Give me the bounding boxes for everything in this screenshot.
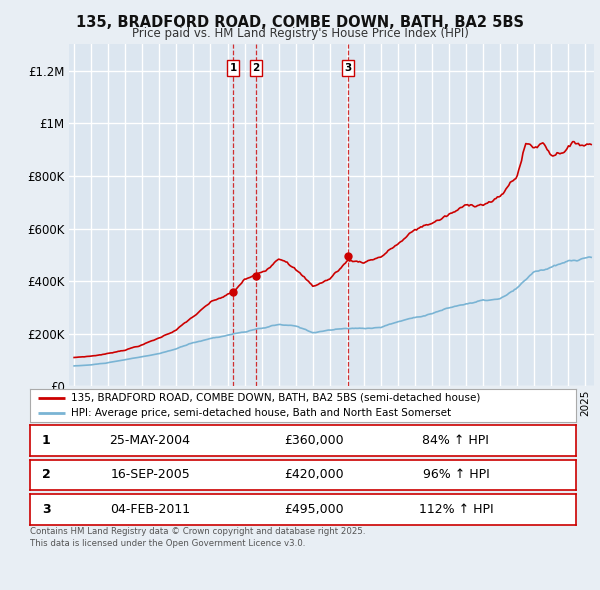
Text: 04-FEB-2011: 04-FEB-2011 — [110, 503, 190, 516]
Text: £420,000: £420,000 — [284, 468, 344, 481]
Text: 2: 2 — [42, 468, 51, 481]
Text: 1: 1 — [42, 434, 51, 447]
Text: £360,000: £360,000 — [284, 434, 344, 447]
Text: 96% ↑ HPI: 96% ↑ HPI — [422, 468, 489, 481]
Text: 112% ↑ HPI: 112% ↑ HPI — [419, 503, 493, 516]
Text: HPI: Average price, semi-detached house, Bath and North East Somerset: HPI: Average price, semi-detached house,… — [71, 408, 451, 418]
Text: 84% ↑ HPI: 84% ↑ HPI — [422, 434, 490, 447]
Text: £495,000: £495,000 — [284, 503, 344, 516]
Text: 25-MAY-2004: 25-MAY-2004 — [110, 434, 191, 447]
Text: 2: 2 — [253, 63, 260, 73]
Text: 3: 3 — [42, 503, 50, 516]
Text: Price paid vs. HM Land Registry's House Price Index (HPI): Price paid vs. HM Land Registry's House … — [131, 27, 469, 40]
Text: 135, BRADFORD ROAD, COMBE DOWN, BATH, BA2 5BS: 135, BRADFORD ROAD, COMBE DOWN, BATH, BA… — [76, 15, 524, 30]
Text: Contains HM Land Registry data © Crown copyright and database right 2025.
This d: Contains HM Land Registry data © Crown c… — [30, 527, 365, 548]
Text: 135, BRADFORD ROAD, COMBE DOWN, BATH, BA2 5BS (semi-detached house): 135, BRADFORD ROAD, COMBE DOWN, BATH, BA… — [71, 393, 481, 403]
Text: 1: 1 — [230, 63, 237, 73]
Text: 3: 3 — [344, 63, 352, 73]
Text: 16-SEP-2005: 16-SEP-2005 — [110, 468, 190, 481]
